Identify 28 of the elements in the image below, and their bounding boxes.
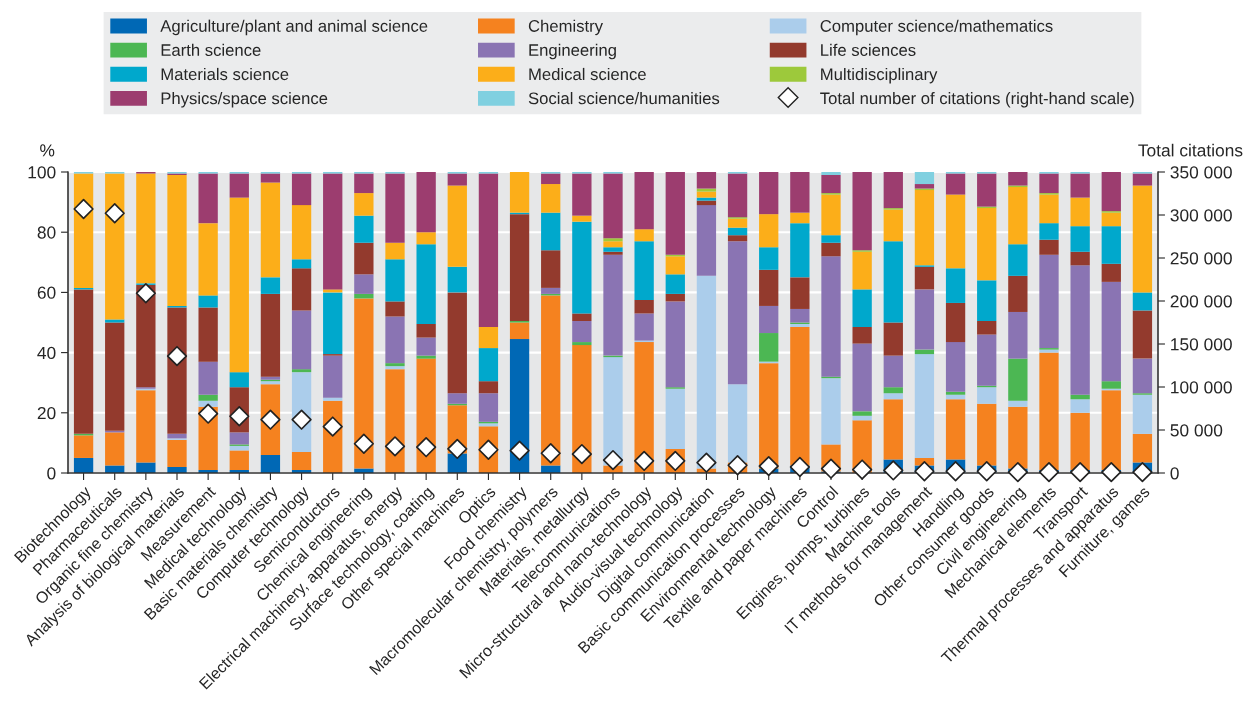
legend-label: Computer science/mathematics — [820, 19, 1053, 36]
legend-label: Social science/humanities — [528, 92, 720, 105]
legend-label: Agriculture/plant and animal science — [160, 19, 428, 36]
y2-axis-title: Total citations — [1138, 143, 1243, 157]
y2-tick-label: 350 000 — [1170, 166, 1232, 179]
y2-tick-label: 250 000 — [1170, 252, 1232, 265]
legend-label: Chemistry — [528, 19, 603, 36]
y-tick-label: 20 — [37, 406, 56, 420]
legend-label: Total number of citations (right-hand scale) — [820, 92, 1134, 108]
legend-label: Multidisciplinary — [821, 67, 938, 84]
legend-label: Earth science — [161, 43, 261, 56]
y-tick-label: 60 — [37, 286, 56, 299]
y2-tick-label: 200 000 — [1170, 295, 1232, 308]
legend-label: Engineering — [529, 43, 616, 60]
y-tick-label: 100 — [28, 166, 56, 179]
y-tick-label: 0 — [47, 467, 56, 480]
y2-tick-label: 50 000 — [1170, 424, 1223, 437]
legend-label: Medical science — [529, 67, 646, 81]
y2-tick-label: 0 — [1170, 467, 1179, 480]
y-axis-title: % — [40, 144, 55, 157]
y-tick-label: 40 — [37, 346, 56, 360]
legend-label: Physics/space science — [161, 92, 328, 108]
y2-tick-label: 150 000 — [1171, 338, 1232, 351]
legend-label: Life sciences — [821, 43, 916, 56]
y-tick-label: 80 — [37, 226, 56, 239]
y2-tick-label: 300 000 — [1170, 209, 1232, 222]
y2-tick-label: 100 000 — [1171, 381, 1232, 394]
legend-label: Materials science — [161, 67, 289, 81]
